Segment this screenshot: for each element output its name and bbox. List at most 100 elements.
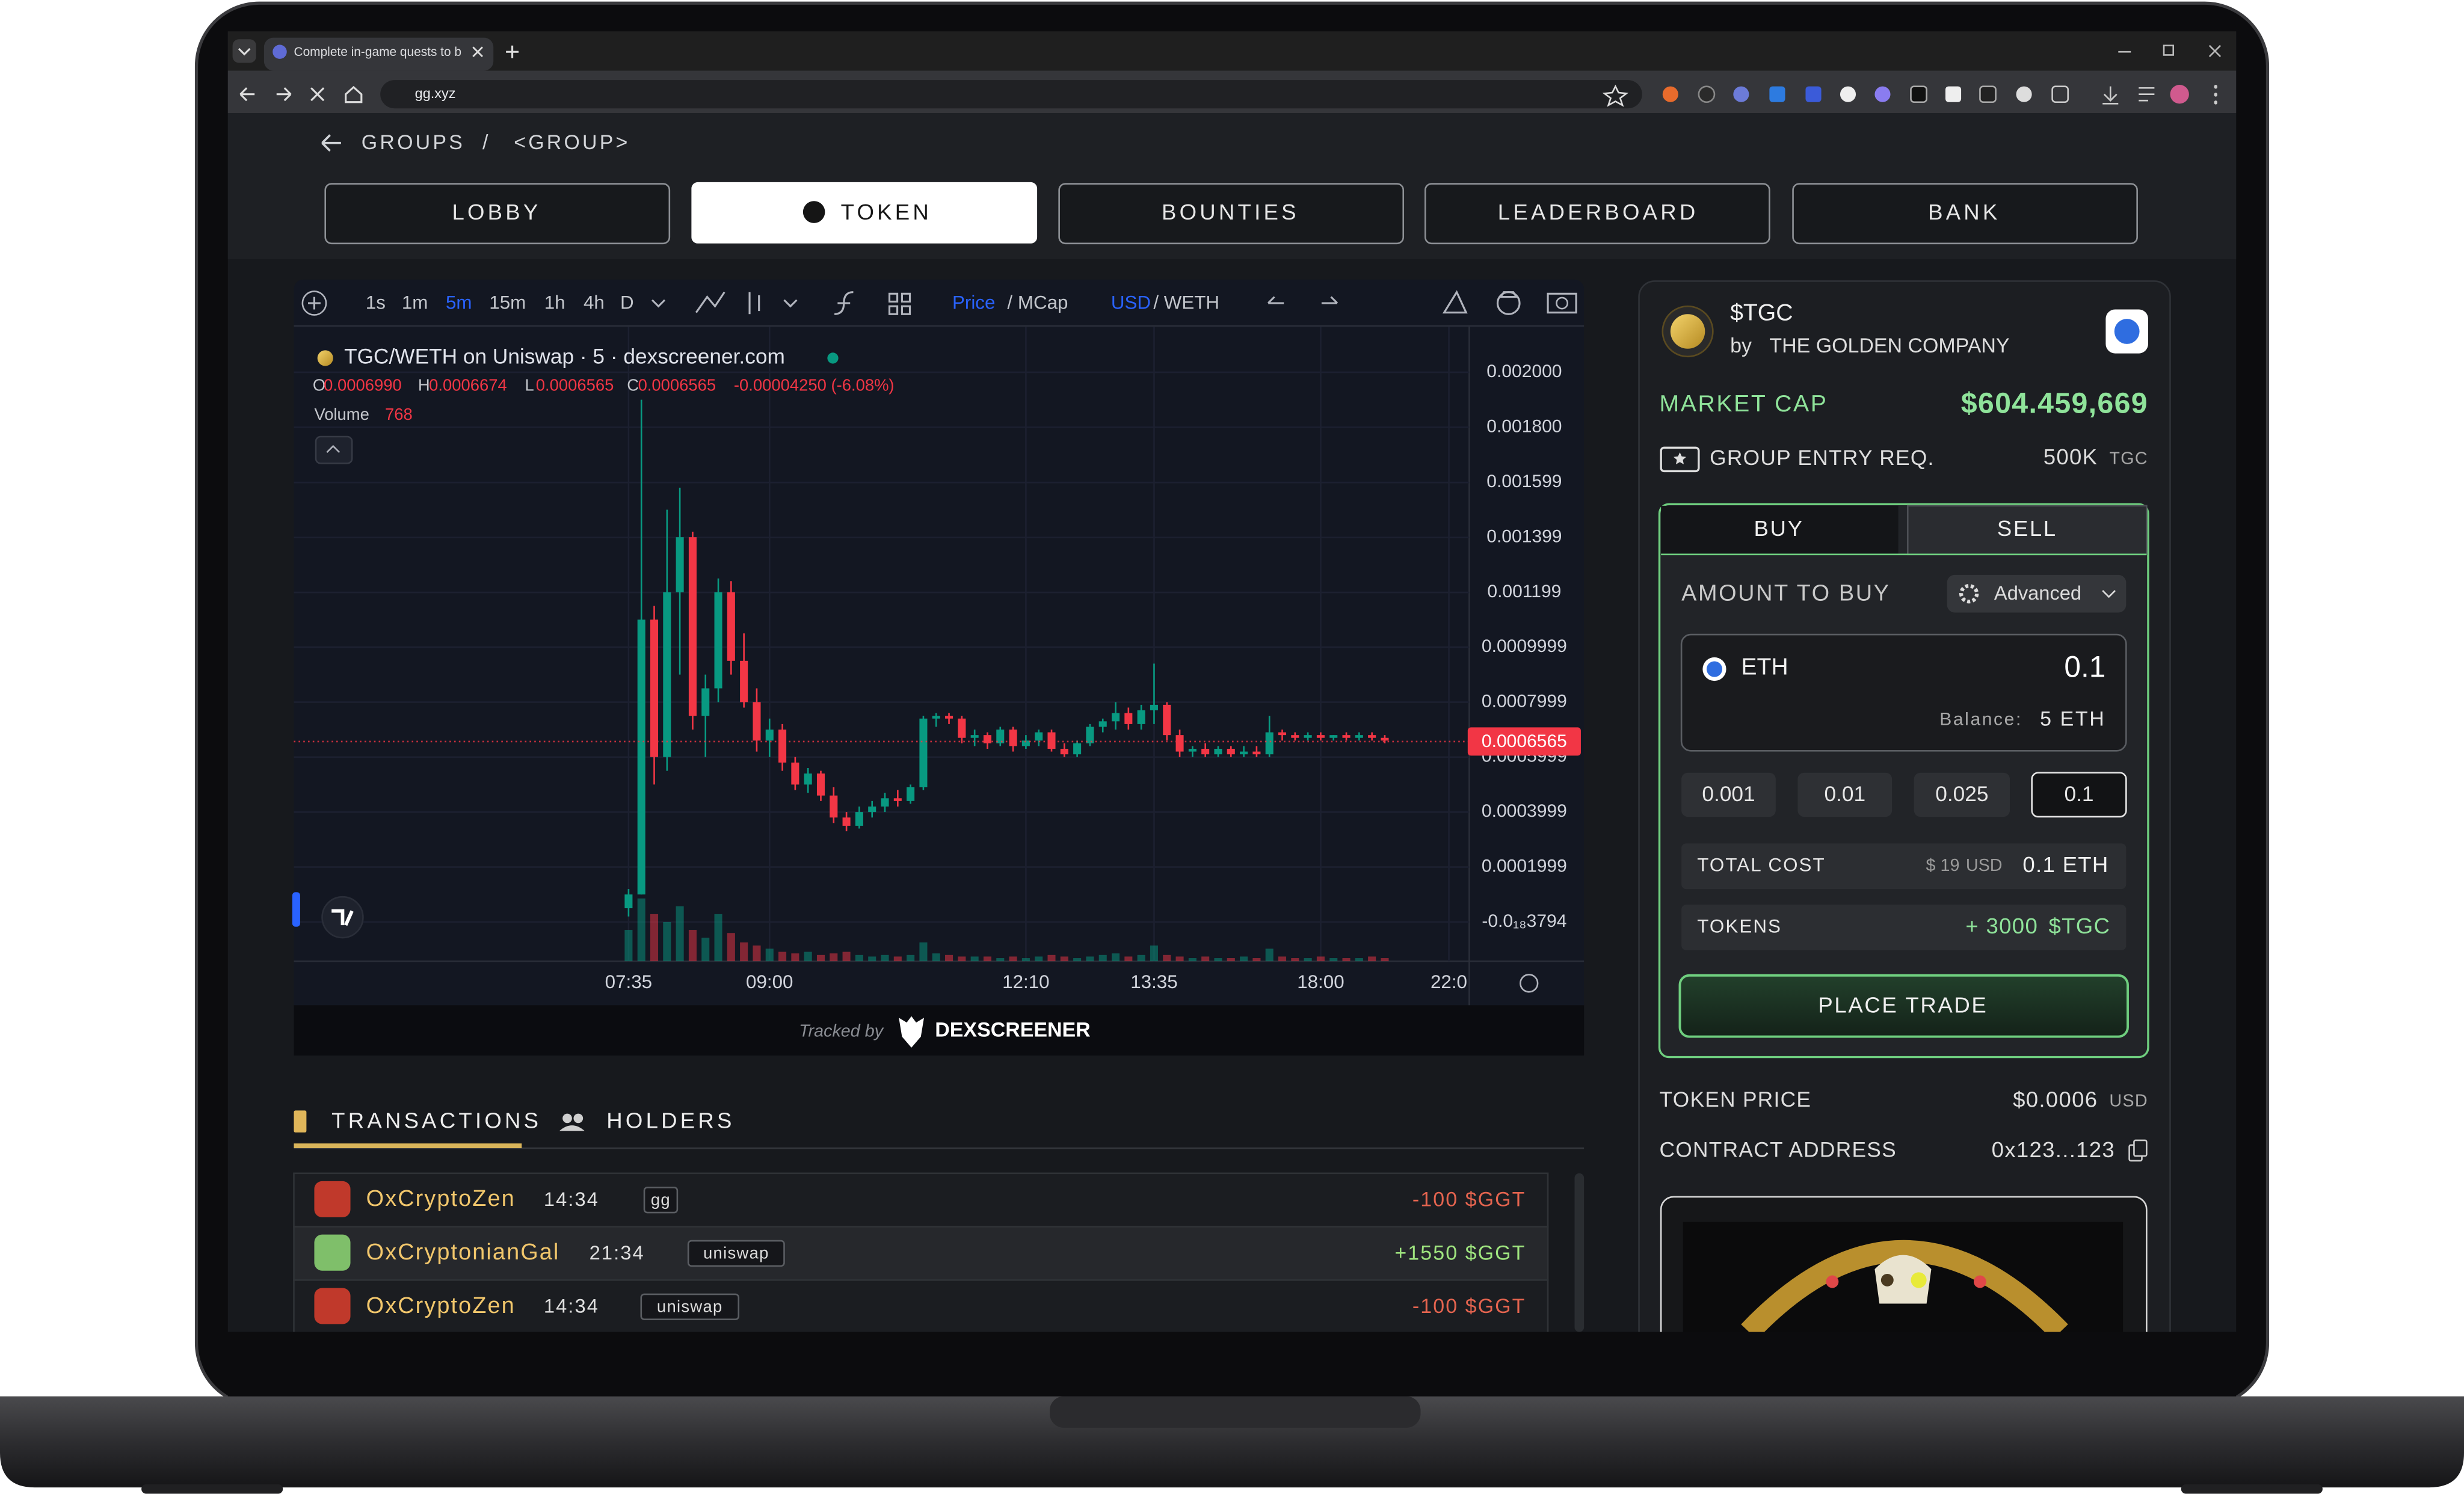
candle-body xyxy=(1304,735,1312,738)
collapse-legend[interactable] xyxy=(315,435,353,464)
preset-label[interactable]: 0.025 xyxy=(1935,782,1988,806)
nav-tab-active[interactable] xyxy=(691,182,1038,244)
user-name[interactable]: OxCryptonianGal xyxy=(366,1240,560,1265)
tab-menu[interactable] xyxy=(232,39,256,63)
screenshot-button[interactable] xyxy=(1556,297,1569,310)
interval[interactable]: 1h xyxy=(544,292,565,313)
extension[interactable] xyxy=(1733,86,1749,102)
advanced-button[interactable] xyxy=(1947,574,2127,613)
user-name[interactable]: OxCryptoZen xyxy=(366,1293,516,1318)
extension[interactable] xyxy=(1840,86,1856,102)
active-tab[interactable] xyxy=(263,37,494,71)
nav-buttons[interactable] xyxy=(239,85,363,103)
interval[interactable]: 5m xyxy=(446,292,472,313)
transaction-row[interactable] xyxy=(293,1279,1549,1335)
preset-button[interactable] xyxy=(2031,772,2127,818)
extension[interactable] xyxy=(1979,85,1997,103)
bookmark[interactable] xyxy=(1602,84,1629,107)
nav-tab-label[interactable]: BOUNTIES xyxy=(1162,200,1299,224)
extension[interactable] xyxy=(1874,86,1891,102)
extension[interactable] xyxy=(1945,86,1962,102)
candle-body xyxy=(1137,710,1145,724)
preset-label[interactable]: 0.001 xyxy=(1702,782,1755,806)
side-handle[interactable] xyxy=(292,892,300,927)
settings[interactable] xyxy=(1496,291,1521,315)
volume-bar xyxy=(1381,958,1389,962)
window-controls[interactable] xyxy=(2118,45,2222,57)
presets: 0.001 0.01 0.025 0.1 xyxy=(1681,772,2127,818)
interval[interactable]: 1s xyxy=(366,292,386,313)
sell-tab-label[interactable]: SELL xyxy=(1997,516,2057,541)
buy-tab[interactable] xyxy=(1661,505,1899,555)
place-trade-button[interactable] xyxy=(1678,974,2129,1038)
usd-toggle[interactable]: USD xyxy=(1111,292,1151,313)
mcap-toggle[interactable]: / MCap xyxy=(1007,292,1068,313)
new-tab[interactable] xyxy=(506,45,519,58)
nav-tab-label[interactable]: BANK xyxy=(1928,200,2000,224)
buy-tab-label[interactable]: BUY xyxy=(1754,516,1804,541)
user-name[interactable]: OxCryptoZen xyxy=(366,1186,516,1211)
preset-button[interactable] xyxy=(1797,772,1893,817)
toolbar-icons[interactable] xyxy=(307,291,1338,315)
url[interactable]: gg.xyz xyxy=(415,85,456,101)
nav-tab[interactable] xyxy=(1424,183,1770,245)
preset-label[interactable]: 0.01 xyxy=(1824,782,1865,806)
interval[interactable]: 15m xyxy=(489,292,526,313)
transaction-row[interactable] xyxy=(293,1172,1549,1228)
extension[interactable] xyxy=(2051,85,2069,103)
weth-toggle[interactable]: / WETH xyxy=(1153,292,1219,313)
tab-title[interactable]: Complete in-game quests to build xyxy=(294,45,481,59)
activity-tab[interactable]: TRANSACTIONS xyxy=(331,1108,541,1133)
nav-tab[interactable] xyxy=(1058,183,1405,245)
candle-body xyxy=(1355,735,1363,738)
nav-tab[interactable] xyxy=(1792,183,2138,245)
extension[interactable] xyxy=(1910,85,1927,103)
nav-tab-label[interactable]: LOBBY xyxy=(452,200,541,224)
downloads[interactable] xyxy=(2102,86,2119,105)
tracked-brand[interactable]: DEXSCREENER xyxy=(935,1018,1090,1041)
volume-bar xyxy=(676,906,684,962)
extension[interactable] xyxy=(1698,85,1716,103)
contract[interactable]: 0x123...123 xyxy=(1992,1137,2115,1162)
candle-body xyxy=(765,730,774,741)
candle-body xyxy=(676,537,684,592)
interval[interactable]: D xyxy=(620,292,634,313)
reading-list[interactable] xyxy=(2139,87,2155,102)
place-trade-label[interactable]: PLACE TRADE xyxy=(1818,993,1988,1018)
candle-body xyxy=(945,716,953,719)
preset-label[interactable]: 0.1 xyxy=(2064,782,2093,806)
breadcrumb-item[interactable]: <GROUP> xyxy=(514,131,630,154)
candle-body xyxy=(1086,727,1094,743)
extension[interactable] xyxy=(2016,86,2032,102)
advanced-label[interactable]: Advanced xyxy=(1994,582,2081,604)
add-indicator[interactable] xyxy=(301,290,327,316)
nav-tab-label[interactable]: LEADERBOARD xyxy=(1498,200,1699,224)
interval[interactable]: 1m xyxy=(402,292,428,313)
profile[interactable] xyxy=(2170,85,2189,104)
ohlc-value: -0.00004250 (-6.08%) xyxy=(734,376,895,395)
avatar xyxy=(314,1288,351,1324)
price-toggle[interactable]: Price xyxy=(952,292,995,313)
breadcrumb-item[interactable]: GROUPS xyxy=(362,131,465,154)
back-arrow[interactable] xyxy=(321,134,341,152)
candle-body xyxy=(804,773,812,785)
close-tab[interactable] xyxy=(472,46,483,58)
tag-box xyxy=(687,1240,785,1267)
nav-tab[interactable] xyxy=(324,183,671,245)
candle-body xyxy=(1098,721,1107,727)
amount[interactable]: 0.1 xyxy=(2064,650,2105,684)
activity-tab[interactable]: HOLDERS xyxy=(606,1108,735,1133)
preset-button[interactable] xyxy=(1681,772,1776,817)
axis-settings[interactable] xyxy=(1520,974,1539,993)
address-bar[interactable] xyxy=(380,80,1642,109)
scrollbar[interactable] xyxy=(1574,1173,1585,1332)
extension[interactable] xyxy=(1805,86,1822,102)
nav-tab-label[interactable]: TOKEN xyxy=(841,200,932,224)
candle-body xyxy=(958,718,966,738)
interval[interactable]: 4h xyxy=(584,292,605,313)
preset-button[interactable] xyxy=(1914,772,2010,817)
amount-input[interactable] xyxy=(1680,633,2127,752)
extension[interactable] xyxy=(1662,86,1678,102)
extension[interactable] xyxy=(1769,86,1785,102)
